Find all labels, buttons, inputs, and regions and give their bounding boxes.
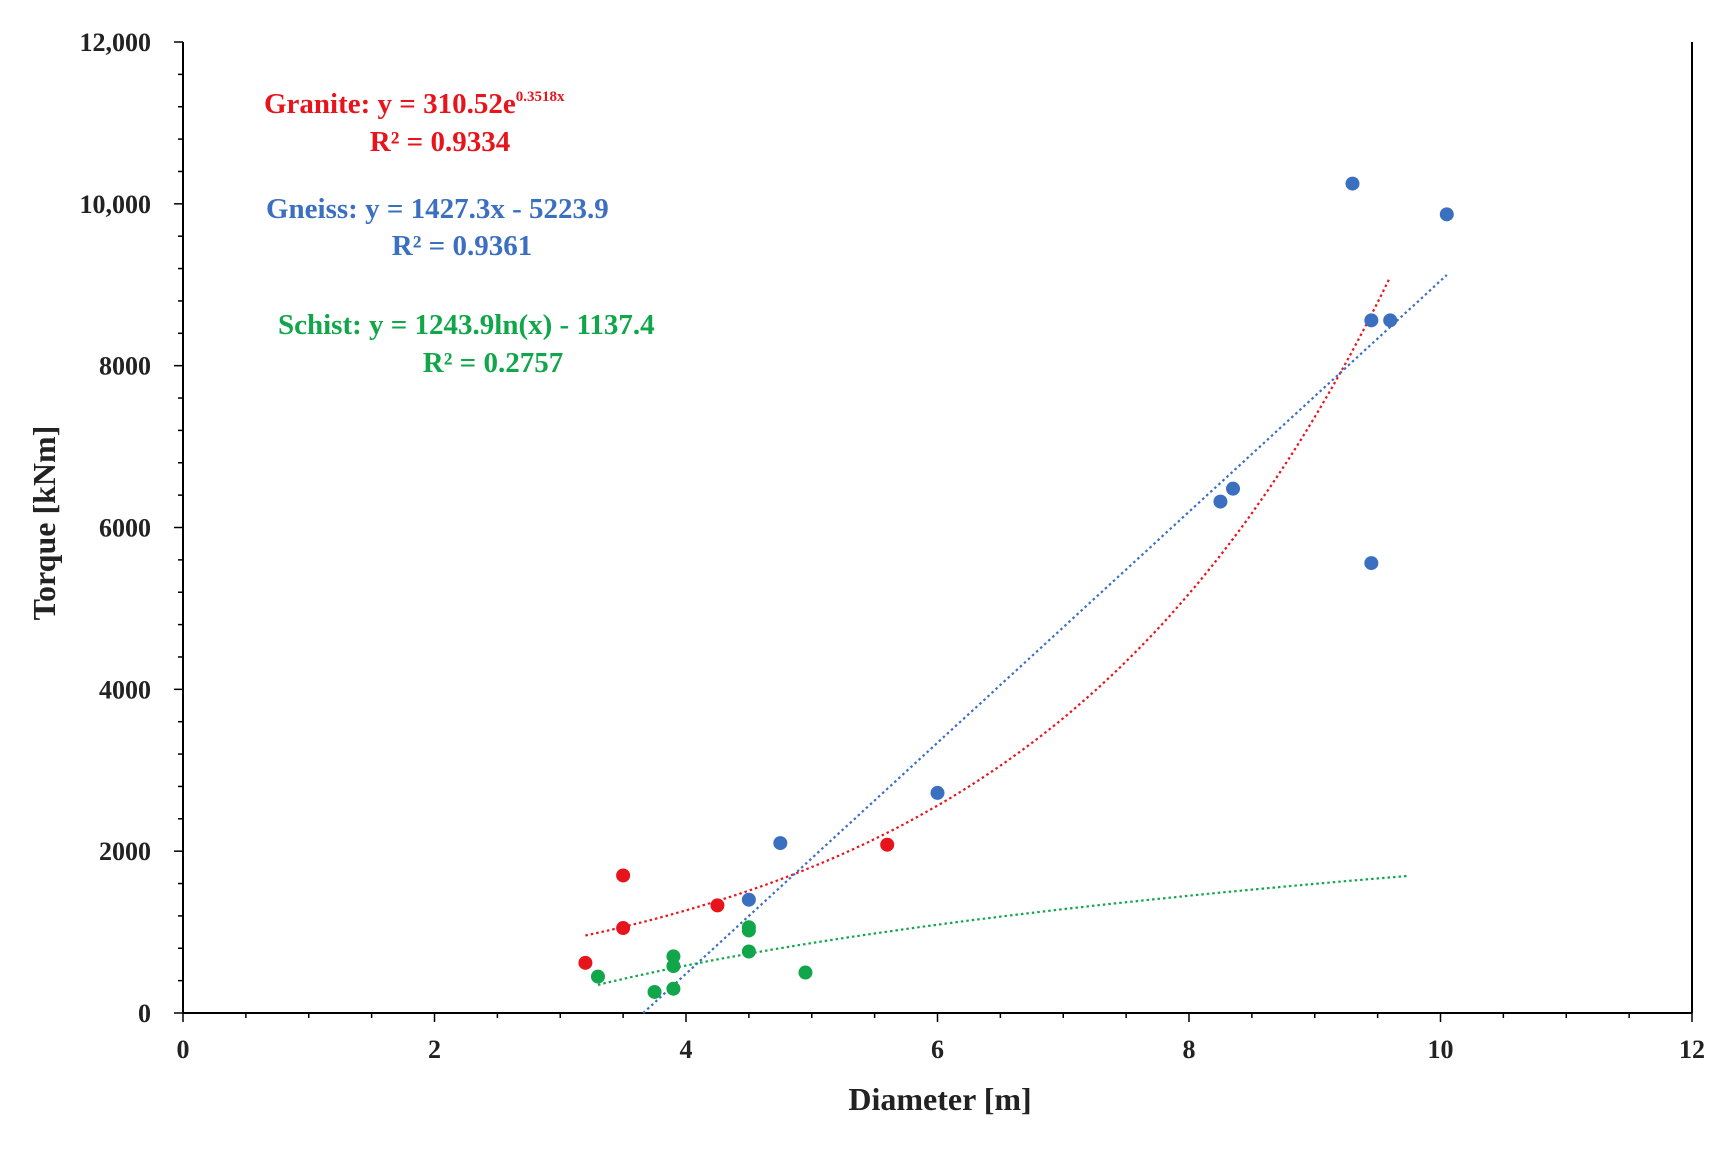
- x-tick-label: 12: [1679, 1035, 1705, 1064]
- x-tick-label: 6: [931, 1035, 944, 1064]
- y-tick-label: 12,000: [80, 28, 152, 57]
- gneiss-point: [1345, 176, 1360, 191]
- gneiss-point: [1213, 494, 1228, 509]
- x-tick-label: 10: [1428, 1035, 1454, 1064]
- gneiss-point: [930, 785, 945, 800]
- granite-point: [616, 921, 631, 936]
- schist-point: [798, 965, 813, 980]
- granite-point: [578, 955, 593, 970]
- schist-point: [666, 959, 681, 974]
- y-tick-label: 8000: [99, 352, 151, 381]
- gneiss-point: [1383, 313, 1398, 328]
- x-tick-label: 2: [428, 1035, 441, 1064]
- granite-equation-main: Granite: y = 310.52e: [264, 88, 516, 120]
- y-tick-label: 2000: [99, 837, 151, 866]
- schist-point: [647, 984, 662, 999]
- x-axis-title: Diameter [m]: [848, 1081, 1031, 1117]
- schist-point: [741, 920, 756, 935]
- gneiss-r2: R² = 0.9361: [392, 230, 532, 262]
- granite-point: [616, 868, 631, 883]
- gneiss-equation: Gneiss: y = 1427.3x - 5223.9: [266, 193, 609, 225]
- data-points: [578, 176, 1454, 999]
- schist-point: [741, 944, 756, 959]
- gneiss-point: [741, 892, 756, 907]
- schist-trendline: [597, 874, 1410, 986]
- gneiss-point: [1226, 481, 1241, 496]
- granite-point: [880, 837, 895, 852]
- y-axis-title: Torque [kNm]: [26, 426, 62, 621]
- schist-equation: Schist: y = 1243.9ln(x) - 1137.4: [278, 309, 655, 341]
- gneiss-point: [1364, 313, 1379, 328]
- gneiss-point: [1439, 207, 1454, 222]
- schist-point: [590, 969, 605, 984]
- x-tick-label: 0: [177, 1035, 190, 1064]
- granite-r2: R² = 0.9334: [370, 126, 510, 158]
- x-tick-label: 8: [1183, 1035, 1196, 1064]
- y-tick-label: 4000: [99, 675, 151, 704]
- schist-point: [666, 949, 681, 964]
- gneiss-point: [773, 836, 788, 851]
- y-tick-label: 10,000: [80, 190, 152, 219]
- schist-r2: R² = 0.2757: [423, 347, 563, 379]
- gneiss-point: [1364, 556, 1379, 571]
- granite-point: [710, 898, 725, 913]
- y-tick-label: 0: [138, 999, 151, 1028]
- granite-equation-exponent: 0.3518x: [516, 89, 565, 105]
- y-tick-label: 6000: [99, 514, 151, 543]
- x-tick-label: 4: [680, 1035, 693, 1064]
- gneiss-trendline: [642, 274, 1448, 1014]
- ticks: 0 2 4 6 8 10 12 0 2000 4000 6000 8000 10,000 12,000: [80, 28, 1706, 1064]
- schist-point: [666, 981, 681, 996]
- granite-equation: Granite: y = 310.52e0.3518x: [264, 88, 565, 120]
